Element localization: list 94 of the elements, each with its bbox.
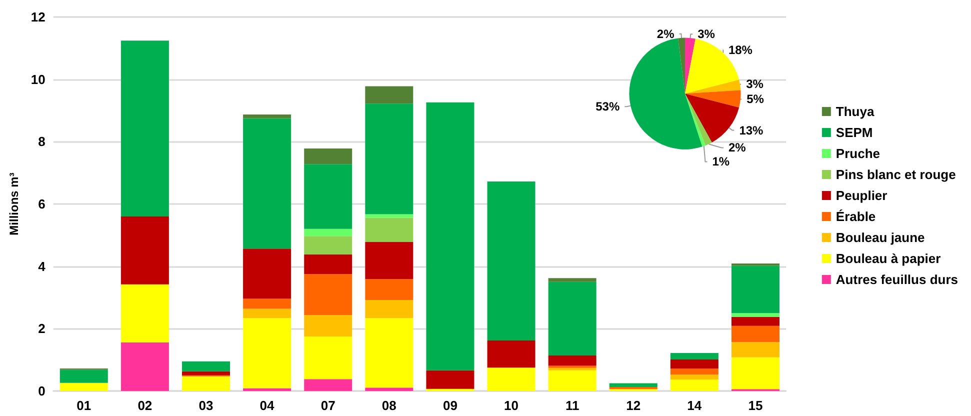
- bar: [182, 371, 230, 376]
- x-tick-label: 10: [504, 398, 518, 413]
- bar: [426, 370, 474, 389]
- bar: [609, 386, 658, 390]
- bar: [365, 218, 414, 242]
- x-tick-label: 01: [76, 398, 92, 413]
- legend-label: Pruche: [836, 146, 880, 161]
- x-tick-label: 15: [748, 398, 763, 413]
- data-label: 53%: [596, 100, 620, 114]
- bar: [304, 164, 352, 229]
- x-tick-label: 14: [687, 398, 702, 413]
- bar: [182, 376, 230, 391]
- y-tick-label: 6: [38, 196, 46, 212]
- x-tick-label: 11: [565, 398, 580, 413]
- bar: [243, 118, 292, 249]
- bar: [243, 298, 292, 309]
- x-tick-label: 09: [442, 398, 458, 413]
- legend-label: Thuya: [836, 104, 875, 119]
- bar: [670, 374, 718, 380]
- bar: [365, 300, 414, 318]
- bar: [548, 368, 596, 370]
- data-label: 13%: [739, 123, 764, 138]
- y-tick-label: 4: [38, 258, 46, 274]
- bar: [365, 388, 414, 391]
- legend-label: Bouleau à papier: [836, 251, 941, 266]
- bar: [731, 342, 780, 358]
- bar: [60, 382, 108, 391]
- data-label: 3%: [746, 77, 764, 92]
- y-tick-label: 12: [30, 10, 46, 24]
- x-tick-label: 07: [320, 398, 336, 413]
- bar: [365, 104, 414, 214]
- legend-label: Bouleau jaune: [836, 230, 925, 245]
- bar: [120, 284, 169, 342]
- bar: [304, 148, 352, 164]
- bar: [243, 318, 292, 388]
- bar: [609, 383, 658, 387]
- bar: [548, 278, 596, 282]
- bar: [304, 236, 352, 254]
- data-label: 5%: [746, 92, 764, 106]
- data-label: 3%: [698, 27, 716, 42]
- bar: [365, 242, 414, 280]
- bar: [243, 114, 292, 118]
- bar: [365, 86, 414, 104]
- x-tick-label: 04: [260, 398, 276, 413]
- bar: [731, 313, 780, 317]
- legend-label: Érable: [836, 209, 876, 224]
- bar: [120, 40, 169, 216]
- bar: [731, 316, 780, 326]
- bar: [670, 368, 718, 374]
- bar: [548, 282, 596, 356]
- data-label: 1%: [712, 154, 730, 169]
- bar: [670, 352, 718, 360]
- bar: [731, 326, 780, 342]
- bar: [487, 340, 536, 368]
- bar: [304, 314, 352, 336]
- bar: [60, 370, 108, 383]
- bar: [365, 279, 414, 300]
- bar: [304, 254, 352, 274]
- x-tick-label: 03: [198, 398, 214, 413]
- bar: [670, 379, 718, 391]
- x-tick-label: 12: [626, 398, 641, 413]
- legend-label: SEPM: [836, 125, 873, 140]
- data-label: 2%: [656, 26, 675, 41]
- x-tick-label: 08: [382, 398, 396, 413]
- bar: [182, 361, 230, 372]
- bar: [243, 308, 292, 318]
- y-tick-label: 10: [30, 72, 46, 87]
- bar: [304, 274, 352, 315]
- y-axis-title: Millions m³: [7, 172, 21, 236]
- bar: [365, 318, 414, 388]
- bar: [426, 102, 474, 370]
- bar: [304, 336, 352, 380]
- data-label: 18%: [728, 43, 753, 58]
- bar: [243, 248, 292, 299]
- y-tick-label: 8: [38, 134, 46, 150]
- x-tick-label: 02: [138, 398, 152, 413]
- bar: [120, 216, 169, 284]
- bar: [304, 379, 352, 391]
- bar: [304, 228, 352, 236]
- y-tick-label: 0: [38, 384, 46, 398]
- y-tick-label: 2: [38, 321, 46, 336]
- legend-label: Autres feuillus durs: [836, 272, 958, 287]
- bar: [487, 368, 536, 391]
- bar: [243, 388, 292, 391]
- bar: [487, 182, 536, 341]
- legend-label: Pins blanc et rouge: [836, 167, 956, 182]
- bar: [548, 370, 596, 391]
- bar: [548, 355, 596, 366]
- legend-label: Peuplier: [836, 188, 888, 203]
- bar: [120, 342, 169, 391]
- bar: [731, 357, 780, 390]
- bar: [670, 360, 718, 369]
- bar: [731, 266, 780, 314]
- data-label: 2%: [728, 140, 746, 155]
